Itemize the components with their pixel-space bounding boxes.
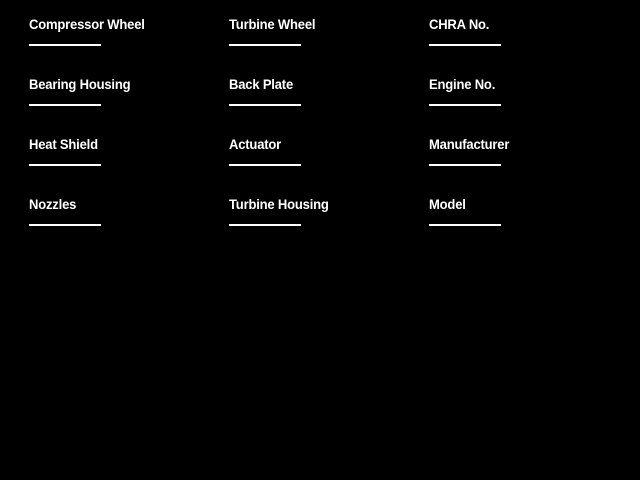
field-write-in-line[interactable]: [29, 224, 101, 226]
field-label: Back Plate: [229, 76, 294, 92]
field-write-in-line[interactable]: [429, 164, 501, 166]
field-write-in-line[interactable]: [429, 224, 501, 226]
field-write-in-line[interactable]: [429, 104, 501, 106]
field-label: Compressor Wheel: [29, 16, 145, 32]
field-label: Engine No.: [429, 76, 496, 92]
field-nozzles: Nozzles: [29, 197, 219, 226]
field-label: Turbine Wheel: [229, 16, 316, 32]
field-label: Nozzles: [29, 196, 77, 212]
field-bearing-housing: Bearing Housing: [29, 77, 219, 106]
field-write-in-line[interactable]: [229, 104, 301, 106]
field-back-plate: Back Plate: [229, 77, 419, 106]
field-compressor-wheel: Compressor Wheel: [29, 17, 219, 46]
field-manufacturer: Manufacturer: [429, 137, 619, 166]
field-label: Heat Shield: [29, 136, 98, 152]
field-write-in-line[interactable]: [229, 164, 301, 166]
field-write-in-line[interactable]: [29, 44, 101, 46]
field-label: Actuator: [229, 136, 282, 152]
field-label: Model: [429, 196, 466, 212]
field-engine-no: Engine No.: [429, 77, 619, 106]
field-chra-no: CHRA No.: [429, 17, 619, 46]
field-write-in-line[interactable]: [29, 104, 101, 106]
field-label: Bearing Housing: [29, 76, 131, 92]
field-turbine-housing: Turbine Housing: [229, 197, 419, 226]
field-label: Turbine Housing: [229, 196, 329, 212]
field-write-in-line[interactable]: [229, 44, 301, 46]
field-write-in-line[interactable]: [29, 164, 101, 166]
field-model: Model: [429, 197, 619, 226]
field-actuator: Actuator: [229, 137, 419, 166]
field-label: Manufacturer: [429, 136, 510, 152]
field-write-in-line[interactable]: [429, 44, 501, 46]
field-heat-shield: Heat Shield: [29, 137, 219, 166]
field-write-in-line[interactable]: [229, 224, 301, 226]
field-turbine-wheel: Turbine Wheel: [229, 17, 419, 46]
field-label: CHRA No.: [429, 16, 490, 32]
